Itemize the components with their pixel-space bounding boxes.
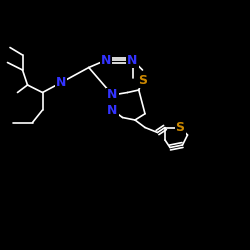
Text: N: N <box>107 88 118 102</box>
Text: N: N <box>56 76 66 89</box>
Text: N: N <box>101 54 112 66</box>
Text: S: S <box>138 74 147 86</box>
Text: N: N <box>107 104 118 117</box>
Text: S: S <box>176 121 184 134</box>
Text: N: N <box>127 54 138 66</box>
